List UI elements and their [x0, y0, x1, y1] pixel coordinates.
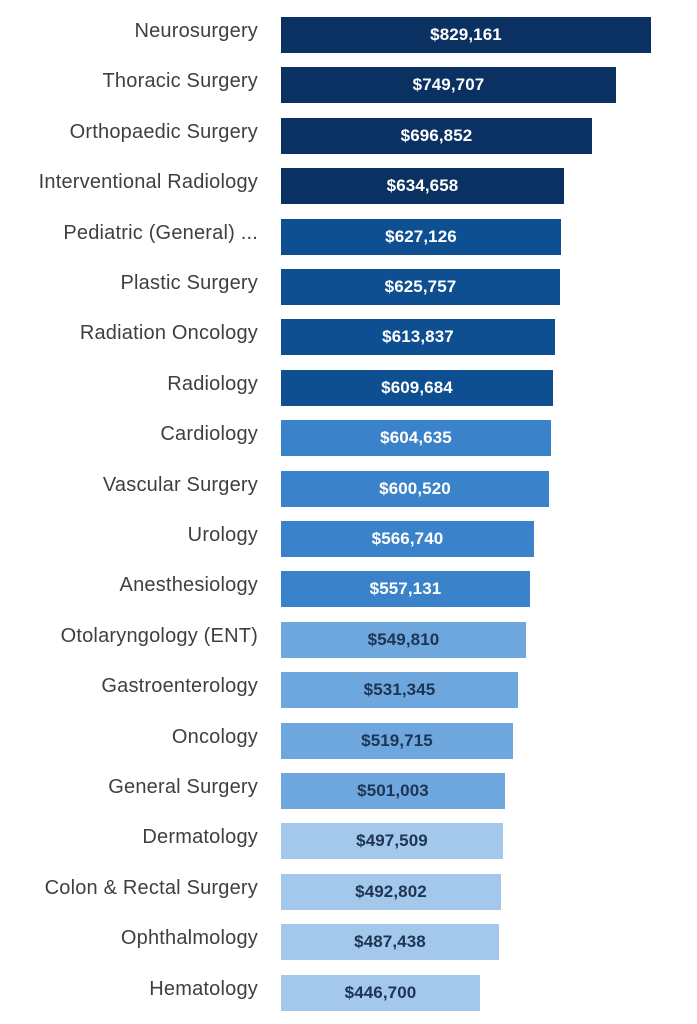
- category-label: Otolaryngology (ENT): [60, 624, 258, 647]
- bar-value-label: $625,757: [384, 277, 457, 296]
- category-label: Neurosurgery: [134, 20, 258, 42]
- bar: $446,700: [281, 974, 480, 1011]
- category-label: General Surgery: [108, 776, 258, 798]
- bar: $696,852: [281, 117, 592, 154]
- bar-value-label: $557,131: [369, 579, 442, 599]
- category-label: Vascular Surgery: [102, 473, 258, 496]
- bar-value-label: $609,684: [381, 377, 453, 397]
- category-label: Ophthalmology: [120, 927, 258, 950]
- bar: $609,684: [281, 369, 553, 406]
- bar-value-label: $604,635: [380, 428, 452, 448]
- category-label: Urology: [187, 524, 258, 546]
- category-label: Colon & Rectal Surgery: [44, 876, 258, 899]
- category-label: Cardiology: [160, 423, 258, 446]
- category-label: Radiation Oncology: [79, 322, 258, 345]
- bar-value-label: $492,802: [355, 881, 427, 901]
- category-label: Pediatric (General) ...: [63, 221, 258, 244]
- bar-value-label: $497,509: [356, 831, 428, 851]
- bar: $634,658: [281, 168, 564, 205]
- bar: $557,131: [281, 571, 530, 608]
- bar: $519,715: [281, 722, 513, 759]
- bar-value-label: $634,658: [386, 176, 459, 196]
- bar: $613,837: [281, 319, 555, 356]
- bar: $627,126: [281, 218, 561, 255]
- category-label: Radiology: [167, 372, 258, 395]
- category-label: Interventional Radiology: [38, 171, 258, 194]
- bar: $492,802: [281, 873, 501, 910]
- bar-value-label: $549,810: [367, 629, 440, 649]
- bar-value-label: $446,700: [344, 982, 417, 1002]
- bar-value-label: $501,003: [357, 781, 429, 800]
- category-label: Anesthesiology: [119, 574, 258, 597]
- category-label: Dermatology: [142, 826, 258, 849]
- bar: $566,740: [281, 521, 534, 557]
- category-label: Plastic Surgery: [120, 272, 258, 294]
- bar: $501,003: [281, 773, 505, 809]
- bar-value-label: $487,438: [354, 932, 426, 952]
- bar-value-label: $519,715: [361, 730, 433, 750]
- category-label: Orthopaedic Surgery: [69, 120, 258, 143]
- bar: $531,345: [281, 672, 518, 709]
- bar-value-label: $627,126: [385, 226, 457, 246]
- category-label: Thoracic Surgery: [102, 70, 258, 93]
- bar-value-label: $696,852: [400, 125, 473, 145]
- bar: $625,757: [281, 269, 560, 305]
- bar: $487,438: [281, 924, 499, 961]
- bar-value-label: $829,161: [430, 25, 502, 44]
- bar-value-label: $600,520: [379, 478, 451, 498]
- bar: $600,520: [281, 470, 549, 507]
- category-label: Gastroenterology: [101, 675, 258, 698]
- bar-value-label: $613,837: [382, 327, 454, 347]
- bar: $829,161: [281, 17, 651, 53]
- bar-value-label: $566,740: [371, 529, 444, 548]
- bar: $749,707: [281, 67, 616, 104]
- bar: $549,810: [281, 621, 526, 658]
- category-label: Oncology: [171, 725, 258, 748]
- bar: $497,509: [281, 823, 503, 860]
- category-label: Hematology: [149, 977, 258, 1000]
- bar-value-label: $531,345: [363, 680, 436, 700]
- bar-value-label: $749,707: [412, 75, 485, 95]
- bar: $604,635: [281, 420, 551, 457]
